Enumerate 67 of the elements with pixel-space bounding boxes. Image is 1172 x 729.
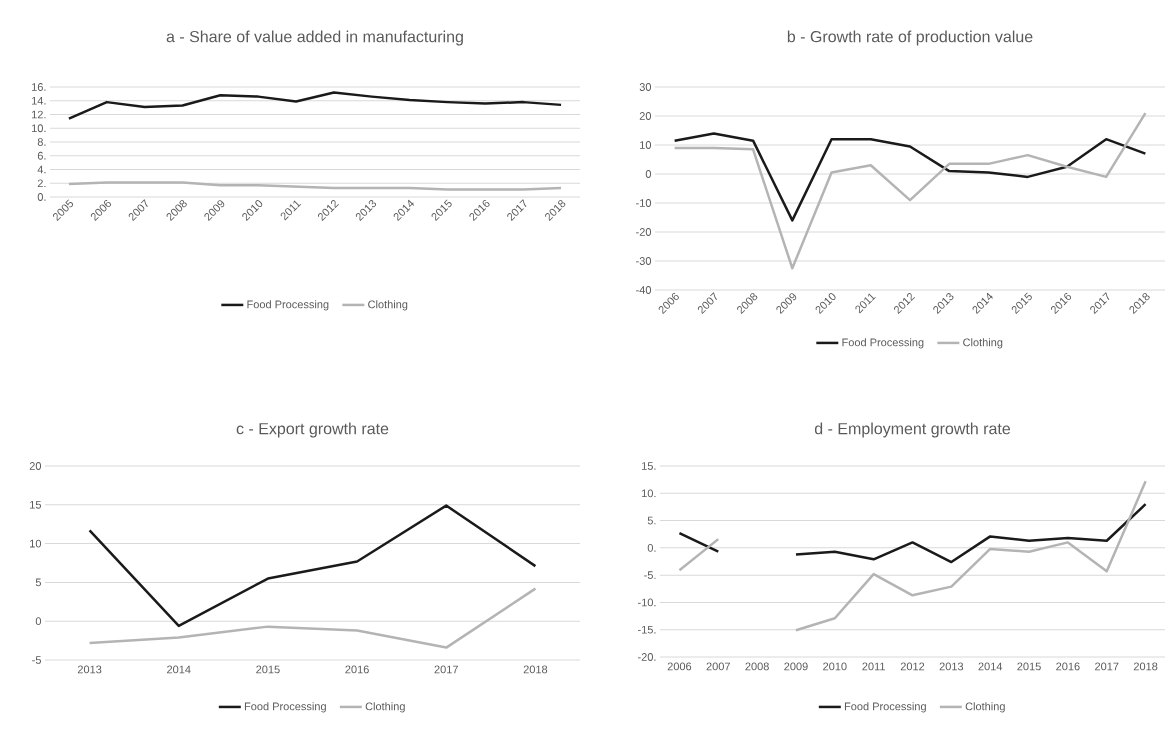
y-tick-label: -5. xyxy=(644,571,656,579)
y-tick-label: 10 xyxy=(640,141,652,149)
chart-title: d - Employment growth rate xyxy=(814,422,1011,438)
x-tick-label: 2016 xyxy=(345,665,369,674)
legend-label: Clothing xyxy=(963,338,1003,349)
x-tick-label: 2017 xyxy=(434,665,458,674)
chart-title: c - Export growth rate xyxy=(236,422,389,438)
line-series xyxy=(67,91,563,120)
x-tick-label: 2018 xyxy=(1133,662,1158,671)
y-tick-label: -10 xyxy=(636,199,652,207)
y-tick-label: -20 xyxy=(636,228,652,236)
y-tick-label: 10. xyxy=(32,124,46,133)
y-tick-label: 0. xyxy=(647,543,656,552)
y-tick-label: 5. xyxy=(647,516,656,525)
x-tick-label: 2014 xyxy=(978,662,1003,671)
y-tick-label: 2. xyxy=(37,179,46,188)
x-tick-label: 2008 xyxy=(745,662,769,671)
y-tick-label: 0 xyxy=(645,170,652,178)
x-tick-label: 2012 xyxy=(900,662,925,671)
line-series xyxy=(88,504,537,628)
x-tick-label: 2011 xyxy=(862,662,885,671)
y-tick-label: 12. xyxy=(32,110,46,119)
legend-label: Clothing xyxy=(965,702,1005,713)
y-tick-label: 0. xyxy=(37,193,46,201)
x-tick-label: 2014 xyxy=(167,665,191,674)
y-tick-label: -15. xyxy=(638,625,656,634)
legend-label: Clothing xyxy=(365,702,405,713)
y-tick-label: 20 xyxy=(29,462,42,470)
legend-label: Food Processing xyxy=(844,702,926,713)
line-series xyxy=(673,111,1147,270)
chart-title: a - Share of value added in manufacturing xyxy=(166,30,463,46)
legend-label: Clothing xyxy=(368,300,408,311)
y-tick-label: 15. xyxy=(642,462,656,470)
y-tick-label: 15 xyxy=(30,500,41,509)
x-tick-label: 2013 xyxy=(77,665,102,674)
line-series xyxy=(88,587,537,649)
y-tick-label: 10 xyxy=(30,539,42,548)
x-tick-label: 2013 xyxy=(939,662,964,671)
y-tick-label: 6. xyxy=(37,151,46,160)
y-tick-label: 10. xyxy=(642,489,656,498)
y-tick-label: 5 xyxy=(35,578,41,587)
x-tick-label: 2018 xyxy=(523,665,548,674)
y-tick-label: 20 xyxy=(639,112,652,120)
chart-title: b - Growth rate of production value xyxy=(787,30,1033,46)
y-tick-label: 8. xyxy=(37,138,46,146)
x-tick-label: 2017 xyxy=(1095,662,1119,671)
x-tick-label: 2015 xyxy=(1017,662,1041,671)
y-tick-label: -30 xyxy=(636,257,652,265)
y-tick-label: 14. xyxy=(32,96,46,105)
x-tick-label: 2010 xyxy=(823,662,847,671)
x-tick-label: 2015 xyxy=(256,665,280,674)
line-series xyxy=(673,132,1147,222)
y-tick-label: 30 xyxy=(639,83,652,91)
y-tick-label: -40 xyxy=(636,286,652,294)
y-tick-label: 4. xyxy=(37,165,46,174)
x-tick-label: 2007 xyxy=(706,662,730,671)
y-tick-label: -10. xyxy=(638,598,656,607)
y-tick-label: -5 xyxy=(32,656,41,664)
legend-label: Food Processing xyxy=(244,702,326,713)
legend-label: Food Processing xyxy=(247,300,329,311)
y-tick-label: -20. xyxy=(638,653,656,661)
y-tick-label: 0 xyxy=(35,617,42,626)
legend-label: Food Processing xyxy=(842,338,924,349)
x-tick-label: 2009 xyxy=(784,662,808,671)
y-tick-label: 16. xyxy=(32,83,46,91)
x-tick-label: 2006 xyxy=(667,662,692,671)
x-tick-label: 2016 xyxy=(1056,662,1080,671)
